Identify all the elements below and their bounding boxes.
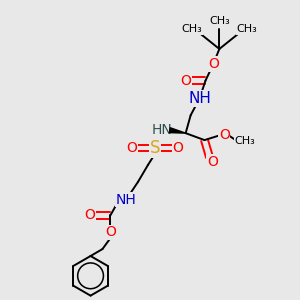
Text: O: O xyxy=(172,141,183,155)
Text: O: O xyxy=(127,141,138,155)
Text: NH: NH xyxy=(116,193,136,206)
Polygon shape xyxy=(169,128,186,133)
Text: NH: NH xyxy=(188,91,211,106)
Text: O: O xyxy=(105,225,116,239)
Text: O: O xyxy=(84,208,95,222)
Text: HN: HN xyxy=(152,123,172,137)
Text: O: O xyxy=(207,155,218,169)
Text: CH₃: CH₃ xyxy=(235,136,256,146)
Text: CH₃: CH₃ xyxy=(181,24,202,34)
Text: S: S xyxy=(150,139,160,157)
Text: O: O xyxy=(180,74,191,88)
Text: CH₃: CH₃ xyxy=(209,16,230,26)
Text: O: O xyxy=(208,57,219,71)
Text: O: O xyxy=(219,128,230,142)
Text: CH₃: CH₃ xyxy=(237,24,257,34)
